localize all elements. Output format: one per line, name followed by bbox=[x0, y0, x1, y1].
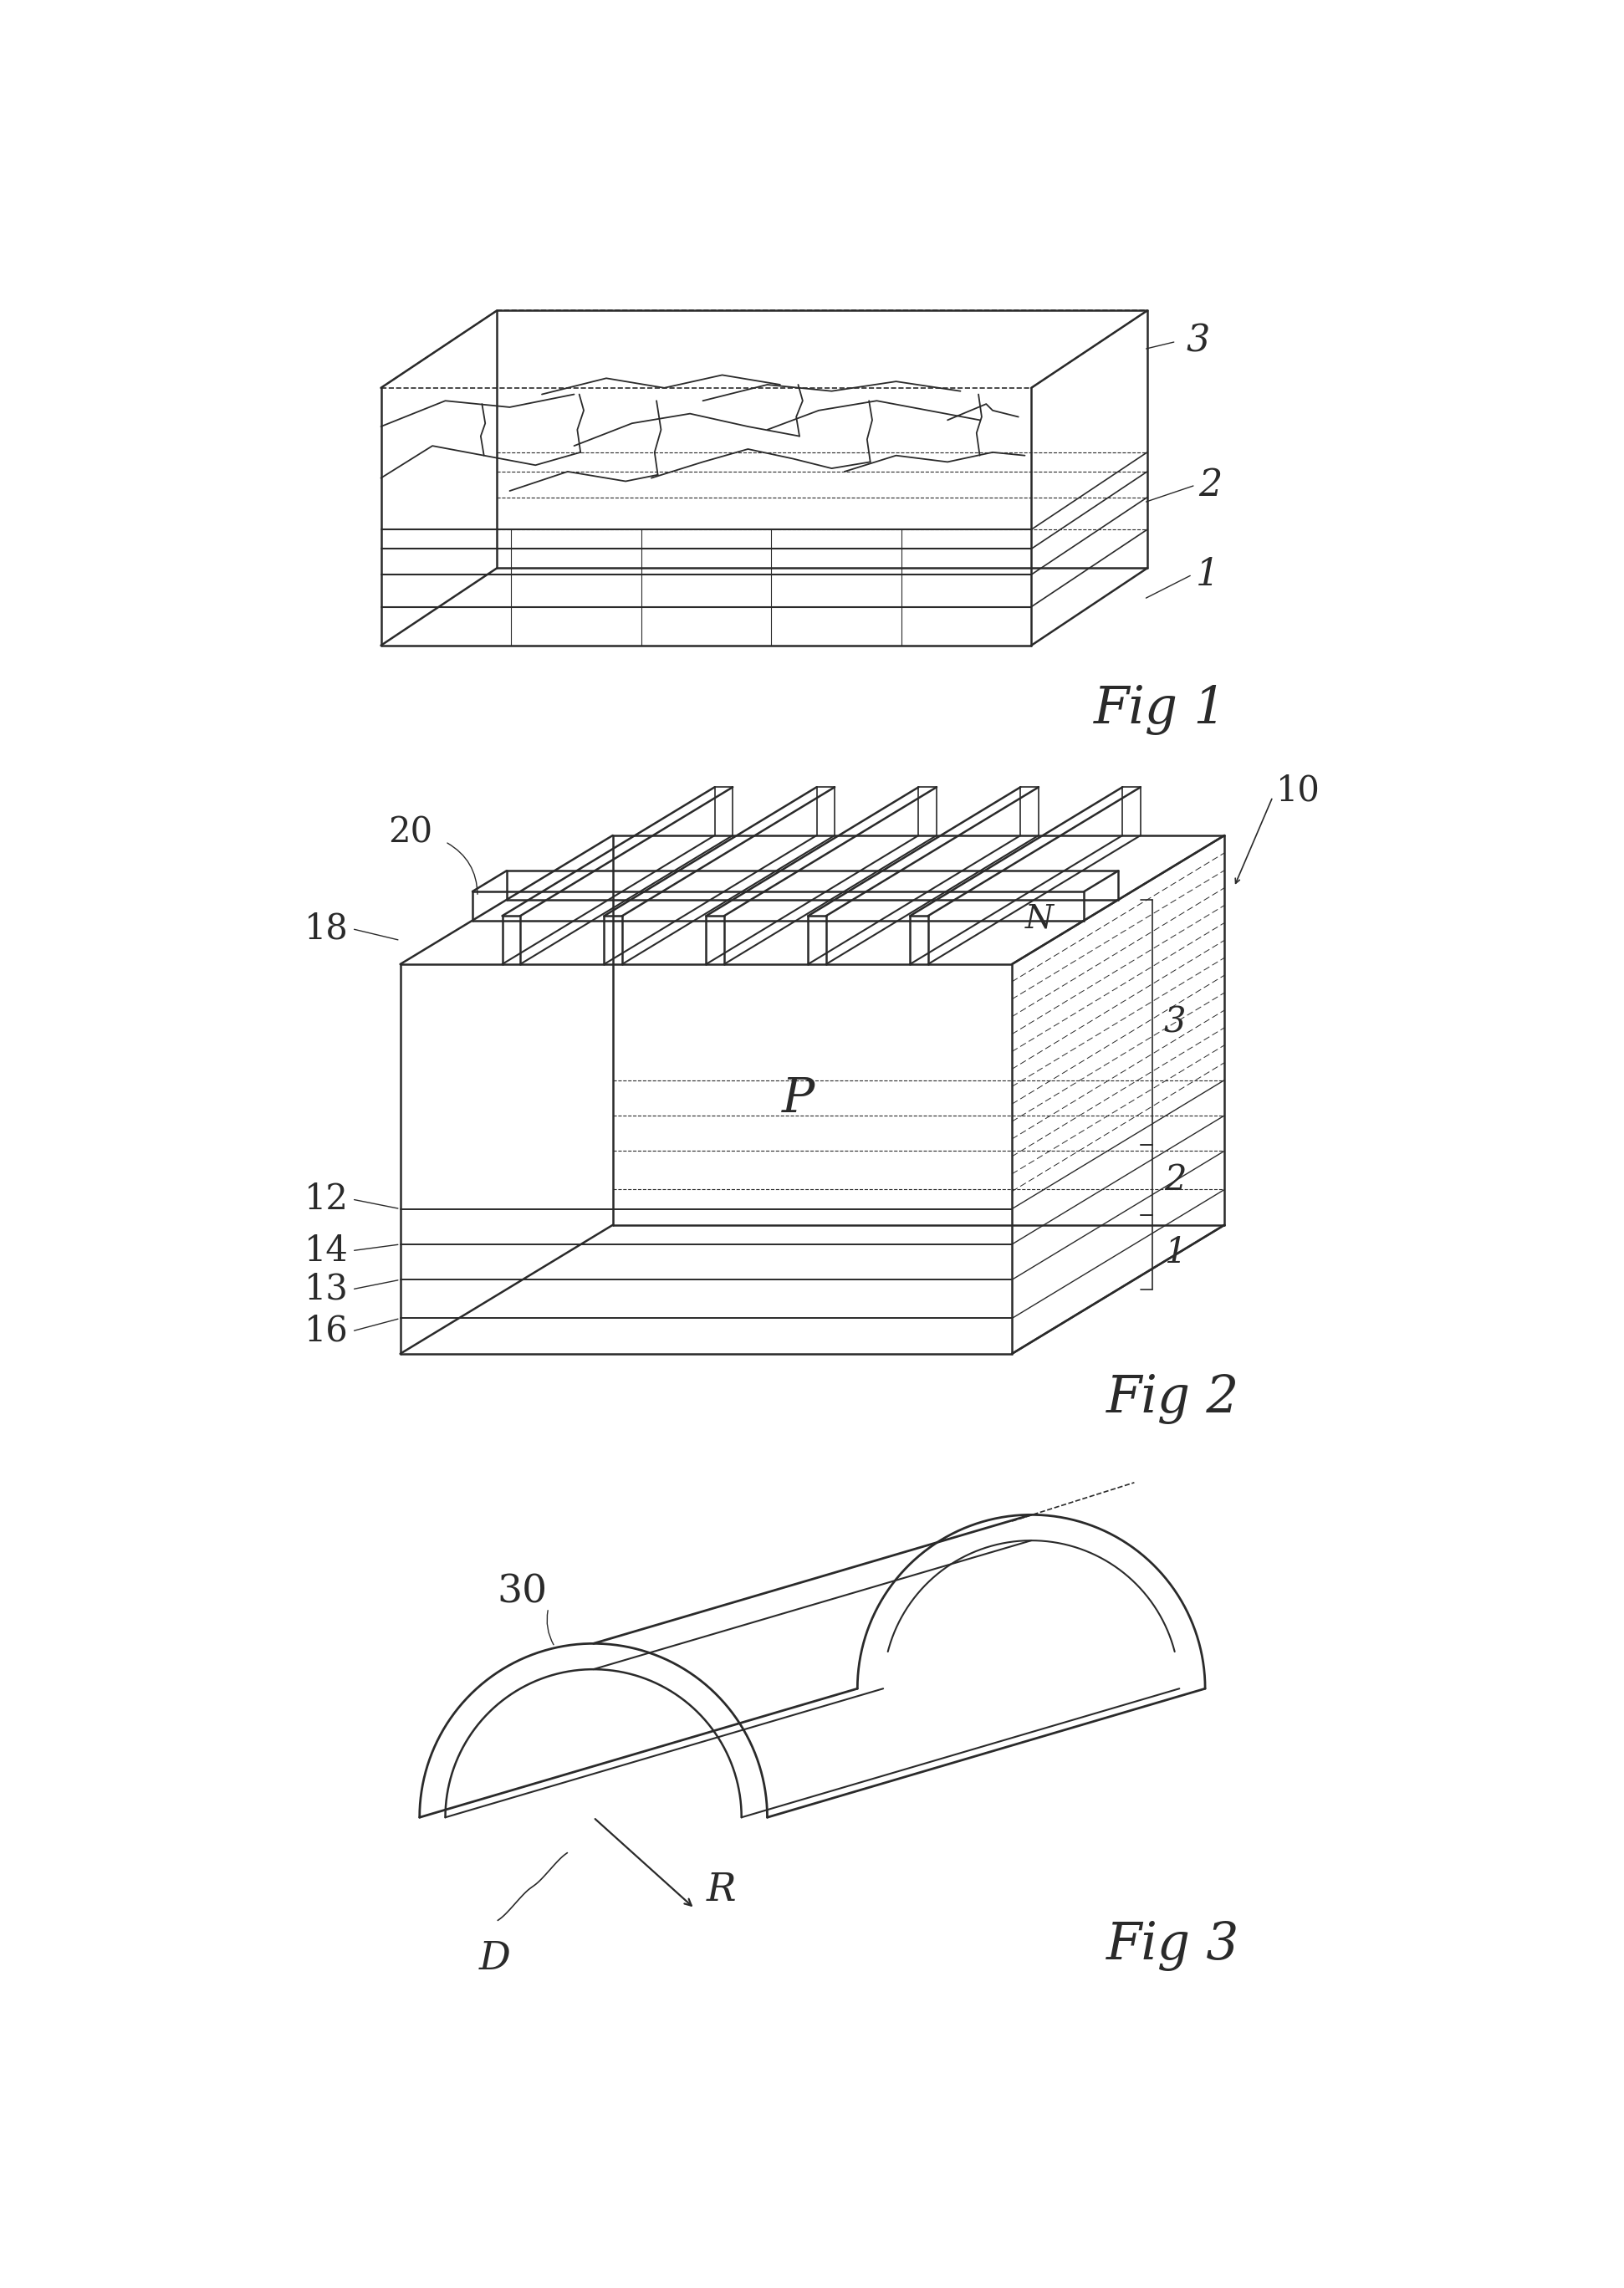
Text: 2: 2 bbox=[1164, 1162, 1186, 1197]
Text: R: R bbox=[706, 1872, 736, 1910]
Text: 30: 30 bbox=[497, 1574, 547, 1611]
Text: 10: 10 bbox=[1276, 773, 1320, 808]
Text: Fig 2: Fig 2 bbox=[1106, 1373, 1239, 1423]
Text: 2: 2 bbox=[1199, 467, 1223, 503]
Text: 13: 13 bbox=[305, 1272, 349, 1306]
Text: D: D bbox=[479, 1940, 510, 1977]
Text: P: P bbox=[781, 1075, 814, 1123]
Text: 14: 14 bbox=[305, 1233, 349, 1268]
Text: N: N bbox=[1025, 904, 1054, 934]
Text: Fig 1: Fig 1 bbox=[1093, 684, 1226, 734]
Text: 12: 12 bbox=[304, 1181, 349, 1217]
Text: 1: 1 bbox=[1164, 1236, 1186, 1270]
Text: 1: 1 bbox=[1195, 556, 1220, 593]
Text: 16: 16 bbox=[305, 1313, 349, 1350]
Text: 20: 20 bbox=[388, 815, 432, 849]
Text: 3: 3 bbox=[1164, 1004, 1186, 1039]
Text: 18: 18 bbox=[305, 911, 349, 947]
Text: Fig 3: Fig 3 bbox=[1106, 1922, 1239, 1972]
Text: 3: 3 bbox=[1186, 323, 1210, 359]
